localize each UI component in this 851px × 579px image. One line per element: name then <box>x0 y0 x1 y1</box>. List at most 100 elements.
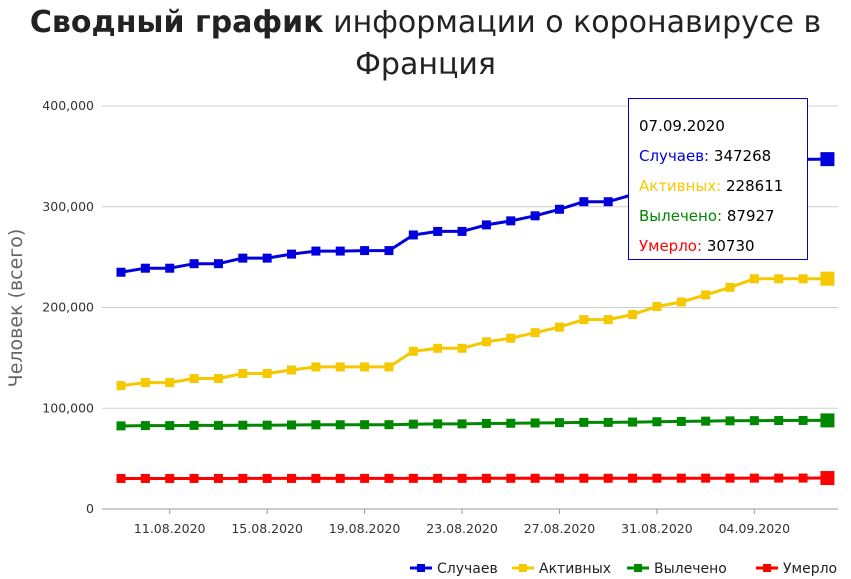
data-point <box>408 419 418 429</box>
data-point <box>384 362 394 372</box>
tooltip-label-active: Активных: <box>639 177 722 195</box>
data-point <box>652 417 662 427</box>
data-point <box>335 362 345 372</box>
data-point <box>676 473 686 483</box>
chart-title: Сводный график информации о коронавирусе… <box>0 2 851 86</box>
x-tick-label: 27.08.2020 <box>524 521 596 536</box>
data-point <box>701 473 711 483</box>
tooltip-row-active: Активных: 228611 <box>639 171 797 201</box>
data-point <box>628 417 638 427</box>
y-axis-ticks: 0 100,000 200,000 300,000 400,000 <box>42 98 94 516</box>
data-point <box>189 473 199 483</box>
data-point <box>457 473 467 483</box>
chart-title-bold: Сводный график <box>29 5 324 40</box>
data-point <box>140 473 150 483</box>
data-point <box>335 246 345 256</box>
data-point <box>287 473 297 483</box>
data-point <box>749 274 759 284</box>
x-tick-label: 23.08.2020 <box>426 521 498 536</box>
y-tick-label: 200,000 <box>42 300 94 315</box>
series-1 <box>116 271 835 391</box>
data-point <box>554 322 564 332</box>
data-point <box>238 473 248 483</box>
data-point <box>652 301 662 311</box>
data-point <box>213 259 223 269</box>
data-point <box>774 416 784 426</box>
data-point <box>628 310 638 320</box>
tooltip-label-deaths: Умерло: <box>639 237 703 255</box>
legend-swatch-marker <box>519 564 527 572</box>
y-axis-title: Человек (всего) <box>5 229 27 388</box>
data-point <box>213 374 223 384</box>
data-point <box>798 274 808 284</box>
data-point <box>725 473 735 483</box>
data-point <box>360 246 370 256</box>
data-point <box>506 418 516 428</box>
data-point <box>530 211 540 221</box>
data-point <box>238 368 248 378</box>
data-point <box>676 297 686 307</box>
data-point <box>165 421 175 431</box>
data-point <box>433 419 443 429</box>
tooltip-row-recovered: Вылечено: 87927 <box>639 201 797 231</box>
data-point <box>798 415 808 425</box>
series-line <box>121 476 828 480</box>
data-point <box>311 362 321 372</box>
data-point <box>165 473 175 483</box>
data-point <box>116 267 126 277</box>
data-point <box>554 204 564 214</box>
data-point <box>238 420 248 430</box>
data-point <box>189 374 199 384</box>
tooltip-value-active: 228611 <box>726 177 784 195</box>
data-point <box>820 471 835 486</box>
data-point <box>213 473 223 483</box>
data-point <box>433 473 443 483</box>
data-point <box>579 473 589 483</box>
data-point <box>749 473 759 483</box>
data-point <box>408 346 418 356</box>
tooltip: 07.09.2020 Случаев: 347268 Активных: 228… <box>628 98 808 260</box>
data-point <box>213 420 223 430</box>
data-point <box>457 419 467 429</box>
data-point <box>481 418 491 428</box>
series-line <box>120 277 828 388</box>
data-point <box>506 216 516 226</box>
y-tick-label: 0 <box>86 501 94 516</box>
data-point <box>384 246 394 256</box>
data-point <box>116 473 126 483</box>
tooltip-value-recovered: 87927 <box>726 207 775 225</box>
legend-label: Случаев <box>437 561 498 577</box>
data-point <box>798 473 808 483</box>
data-point <box>433 343 443 353</box>
data-point <box>165 263 175 273</box>
legend-swatch-marker <box>417 564 425 572</box>
tooltip-row-deaths: Умерло: 30730 <box>639 231 797 261</box>
data-point <box>579 417 589 427</box>
data-point <box>360 473 370 483</box>
data-point <box>140 378 150 388</box>
legend-swatch-marker <box>634 564 642 572</box>
y-tick-label: 300,000 <box>42 199 94 214</box>
data-point <box>433 226 443 236</box>
tooltip-row-cases: Случаев: 347268 <box>639 141 797 171</box>
tooltip-value-deaths: 30730 <box>706 237 755 255</box>
chart-title-rest: информации о коронавирусе в Франция <box>333 5 822 82</box>
data-point <box>481 337 491 347</box>
x-axis-ticks: 11.08.2020 15.08.2020 19.08.2020 23.08.2020… <box>134 509 790 536</box>
data-point <box>820 271 835 286</box>
data-point <box>603 197 613 207</box>
data-point <box>481 220 491 230</box>
data-point <box>311 473 321 483</box>
tooltip-value-cases: 347268 <box>713 147 772 165</box>
tooltip-date: 07.09.2020 <box>639 117 725 135</box>
data-point <box>554 473 564 483</box>
data-point <box>287 249 297 259</box>
tooltip-label-recovered: Вылечено: <box>639 207 723 225</box>
data-point <box>676 416 686 426</box>
series-3 <box>116 471 835 486</box>
y-tick-label: 100,000 <box>42 400 94 415</box>
data-point <box>262 253 272 263</box>
data-point <box>506 473 516 483</box>
data-point <box>603 473 613 483</box>
